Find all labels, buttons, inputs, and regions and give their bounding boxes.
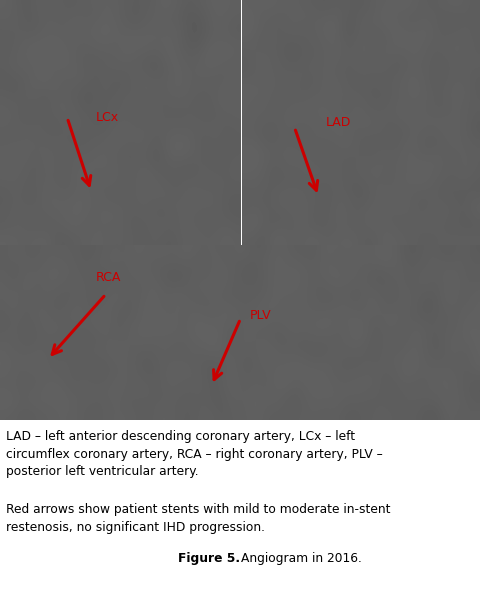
- Text: Figure 5.: Figure 5.: [178, 551, 240, 565]
- Text: Red arrows show patient stents with mild to moderate in-stent
restenosis, no sig: Red arrows show patient stents with mild…: [6, 503, 389, 534]
- Text: Angiogram in 2016.: Angiogram in 2016.: [241, 551, 361, 565]
- Text: LAD: LAD: [325, 116, 350, 129]
- Text: RCA: RCA: [96, 271, 121, 284]
- Text: LCx: LCx: [96, 111, 119, 124]
- Text: LAD – left anterior descending coronary artery, LCx – left
circumflex coronary a: LAD – left anterior descending coronary …: [6, 430, 382, 478]
- Text: PLV: PLV: [250, 309, 271, 321]
